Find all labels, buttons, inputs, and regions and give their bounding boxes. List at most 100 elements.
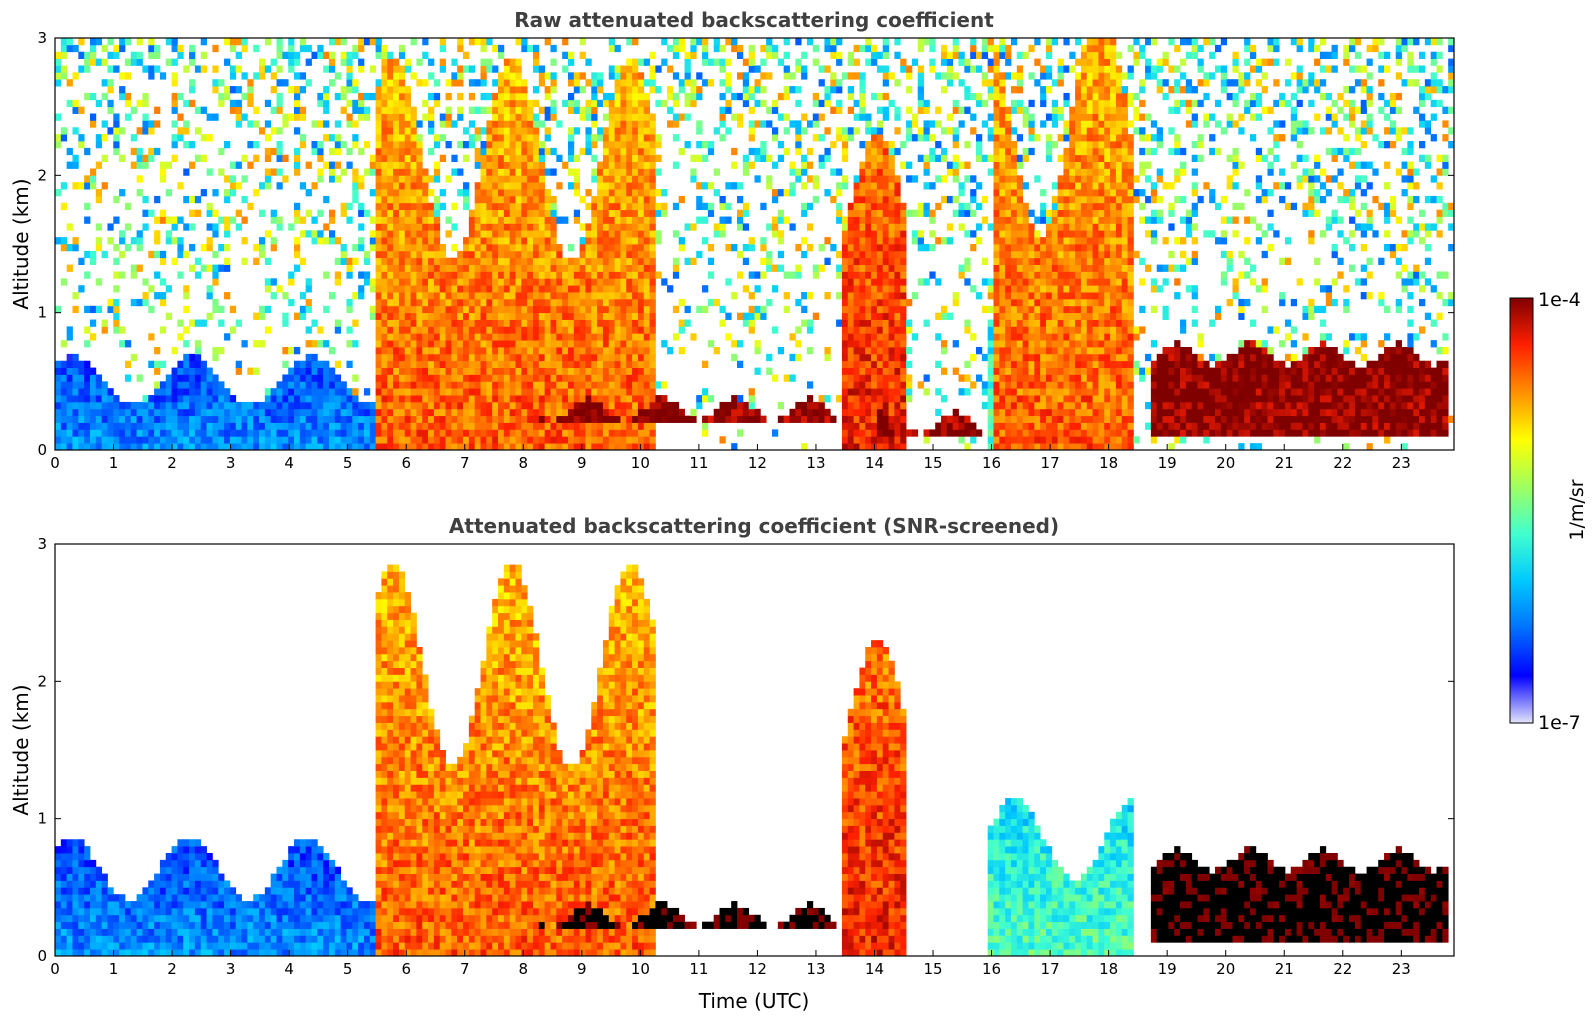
heatmap-cell bbox=[375, 202, 382, 211]
heatmap-cell bbox=[556, 408, 563, 417]
heatmap-cell bbox=[853, 175, 860, 183]
heatmap-cell bbox=[294, 99, 301, 108]
heatmap-cell bbox=[602, 401, 610, 410]
heatmap-cell bbox=[853, 312, 860, 320]
heatmap-cell bbox=[503, 408, 511, 417]
heatmap-cell bbox=[299, 182, 307, 190]
heatmap-cell bbox=[859, 168, 866, 176]
heatmap-cell bbox=[259, 72, 266, 80]
heatmap-cell bbox=[626, 360, 633, 368]
heatmap-cell bbox=[632, 257, 639, 265]
heatmap-cell bbox=[457, 298, 464, 307]
heatmap-cell bbox=[148, 443, 155, 451]
heatmap-cell bbox=[375, 285, 382, 293]
heatmap-cell bbox=[550, 340, 557, 348]
heatmap-cell bbox=[474, 367, 481, 375]
heatmap-cell bbox=[876, 422, 884, 430]
heatmap-cell bbox=[591, 250, 598, 259]
heatmap-cell bbox=[649, 175, 656, 183]
heatmap-cell bbox=[183, 381, 190, 389]
heatmap-cell bbox=[224, 408, 231, 417]
heatmap-cell bbox=[713, 223, 720, 231]
heatmap-cell bbox=[888, 388, 895, 396]
heatmap-cell bbox=[737, 429, 744, 437]
heatmap-cell bbox=[882, 360, 889, 368]
heatmap-cell bbox=[381, 223, 388, 231]
heatmap-cell bbox=[78, 106, 85, 114]
heatmap-cell bbox=[276, 182, 283, 190]
heatmap-cell bbox=[323, 408, 330, 417]
heatmap-cell bbox=[859, 292, 866, 300]
heatmap-cell bbox=[404, 347, 411, 355]
heatmap-cell bbox=[626, 388, 633, 396]
heatmap-cell bbox=[124, 244, 132, 252]
heatmap-cell bbox=[480, 422, 487, 430]
heatmap-cell bbox=[498, 209, 505, 217]
heatmap-cell bbox=[515, 161, 522, 169]
heatmap-cell bbox=[474, 312, 481, 320]
heatmap-cell bbox=[206, 292, 213, 300]
heatmap-cell bbox=[579, 381, 586, 389]
heatmap-cell bbox=[282, 401, 289, 410]
heatmap-cell bbox=[532, 292, 540, 300]
heatmap-cell bbox=[608, 230, 615, 238]
heatmap-cell bbox=[859, 285, 866, 293]
heatmap-cell bbox=[544, 237, 551, 245]
heatmap-cell bbox=[224, 38, 231, 46]
heatmap-cell bbox=[463, 360, 470, 368]
heatmap-cell bbox=[521, 340, 528, 348]
heatmap-cell bbox=[381, 189, 388, 197]
heatmap-cell bbox=[480, 72, 487, 80]
heatmap-cell bbox=[841, 244, 849, 252]
heatmap-cell bbox=[445, 79, 452, 87]
heatmap-cell bbox=[509, 175, 516, 183]
heatmap-cell bbox=[562, 298, 569, 307]
heatmap-cell bbox=[381, 147, 388, 156]
heatmap-cell bbox=[439, 395, 446, 403]
heatmap-cell bbox=[579, 305, 586, 314]
heatmap-cell bbox=[189, 51, 196, 59]
heatmap-cell bbox=[224, 257, 231, 265]
heatmap-cell bbox=[719, 58, 726, 66]
heatmap-cell bbox=[503, 120, 511, 128]
heatmap-cell bbox=[649, 292, 656, 300]
heatmap-cell bbox=[416, 250, 423, 259]
heatmap-cell bbox=[859, 141, 866, 149]
heatmap-cell bbox=[527, 326, 534, 334]
heatmap-cell bbox=[136, 264, 143, 272]
heatmap-cell bbox=[55, 374, 62, 382]
heatmap-cell bbox=[766, 353, 773, 362]
heatmap-cell bbox=[591, 319, 598, 327]
heatmap-cell bbox=[888, 360, 895, 368]
heatmap-cell bbox=[824, 92, 831, 101]
heatmap-cell bbox=[567, 278, 575, 286]
heatmap-cell bbox=[299, 312, 307, 320]
heatmap-cell bbox=[771, 429, 779, 437]
heatmap-cell bbox=[480, 285, 487, 293]
heatmap-cell bbox=[428, 381, 435, 389]
heatmap-cell bbox=[89, 408, 97, 417]
heatmap-cell bbox=[282, 422, 289, 430]
heatmap-cell bbox=[189, 436, 196, 444]
heatmap-cell bbox=[492, 65, 499, 73]
heatmap-cell bbox=[107, 237, 114, 245]
heatmap-cell bbox=[859, 347, 866, 355]
heatmap-cell bbox=[241, 443, 248, 451]
heatmap-cell bbox=[498, 99, 505, 108]
heatmap-cell bbox=[684, 99, 691, 108]
heatmap-cell bbox=[632, 395, 639, 403]
heatmap-cell bbox=[492, 367, 499, 375]
heatmap-cell bbox=[334, 141, 342, 149]
heatmap-cell bbox=[305, 209, 312, 217]
heatmap-cell bbox=[888, 367, 895, 375]
heatmap-cell bbox=[527, 360, 534, 368]
heatmap-cell bbox=[294, 401, 301, 410]
heatmap-cell bbox=[882, 422, 889, 430]
heatmap-cell bbox=[766, 154, 773, 162]
heatmap-cell bbox=[888, 436, 895, 444]
heatmap-cell bbox=[433, 250, 441, 259]
heatmap-cell bbox=[212, 278, 219, 286]
heatmap-cell bbox=[865, 216, 872, 224]
heatmap-cell bbox=[142, 161, 149, 169]
heatmap-cell bbox=[637, 182, 645, 190]
